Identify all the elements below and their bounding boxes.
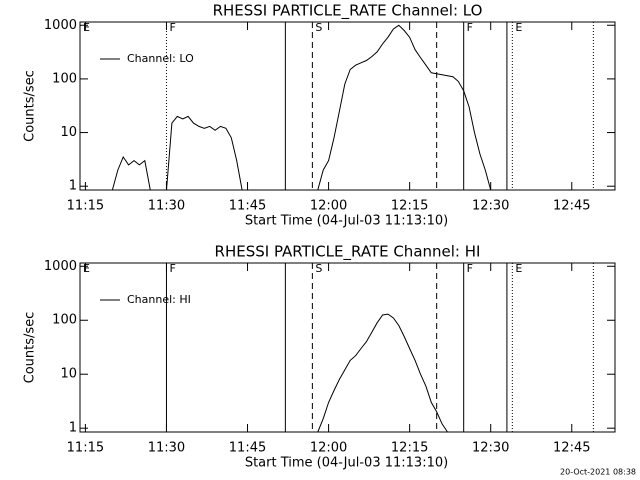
chart-title: RHESSI PARTICLE_RATE Channel: HI xyxy=(215,243,481,262)
x-tick-label: 11:15 xyxy=(67,441,104,456)
y-axis-label: Counts/sec xyxy=(23,70,38,142)
x-tick-label: 12:30 xyxy=(472,441,509,456)
flag-label: E xyxy=(515,21,522,34)
chart-title: RHESSI PARTICLE_RATE Channel: LO xyxy=(213,2,483,21)
x-tick-label: 12:30 xyxy=(472,199,509,214)
data-line xyxy=(111,24,492,191)
y-tick-label: 100 xyxy=(52,313,77,328)
flag-label: F xyxy=(169,262,175,275)
x-tick-label: 12:15 xyxy=(391,441,428,456)
flag-label: F xyxy=(169,21,175,34)
x-tick-label: 11:30 xyxy=(148,441,185,456)
y-tick-label: 10 xyxy=(60,125,77,140)
flag-label: S xyxy=(315,21,322,34)
plot-frame xyxy=(79,21,616,191)
x-axis-label: Start Time (04-Jul-03 11:13:10) xyxy=(245,214,448,229)
flag-label: E xyxy=(83,262,90,275)
x-tick-label: 12:00 xyxy=(310,199,347,214)
flag-label: E xyxy=(83,21,90,34)
y-tick-label: 1000 xyxy=(44,259,77,274)
x-tick-label: 11:45 xyxy=(229,199,266,214)
y-tick-label: 100 xyxy=(52,71,77,86)
x-axis-label: Start Time (04-Jul-03 11:13:10) xyxy=(245,456,448,471)
flag-label: E xyxy=(515,262,522,275)
x-tick-label: 12:45 xyxy=(553,441,590,456)
x-tick-label: 11:15 xyxy=(67,199,104,214)
flag-label: F xyxy=(467,262,473,275)
x-tick-label: 12:45 xyxy=(553,199,590,214)
y-axis-label: Counts/sec xyxy=(23,312,38,384)
flag-label: S xyxy=(315,262,322,275)
flag-label: F xyxy=(467,21,473,34)
timestamp: 20-Oct-2021 08:38 xyxy=(560,468,636,477)
data-line xyxy=(317,313,448,433)
x-tick-label: 11:30 xyxy=(148,199,185,214)
plot-frame xyxy=(79,262,616,433)
x-tick-label: 11:45 xyxy=(229,441,266,456)
x-tick-label: 12:00 xyxy=(310,441,347,456)
legend-label: Channel: HI xyxy=(127,293,191,306)
legend-label: Channel: LO xyxy=(127,52,194,65)
y-tick-label: 1000 xyxy=(44,18,77,33)
x-tick-label: 12:15 xyxy=(391,199,428,214)
y-tick-label: 1 xyxy=(69,421,77,436)
y-tick-label: 10 xyxy=(60,367,77,382)
y-tick-label: 1 xyxy=(69,179,77,194)
